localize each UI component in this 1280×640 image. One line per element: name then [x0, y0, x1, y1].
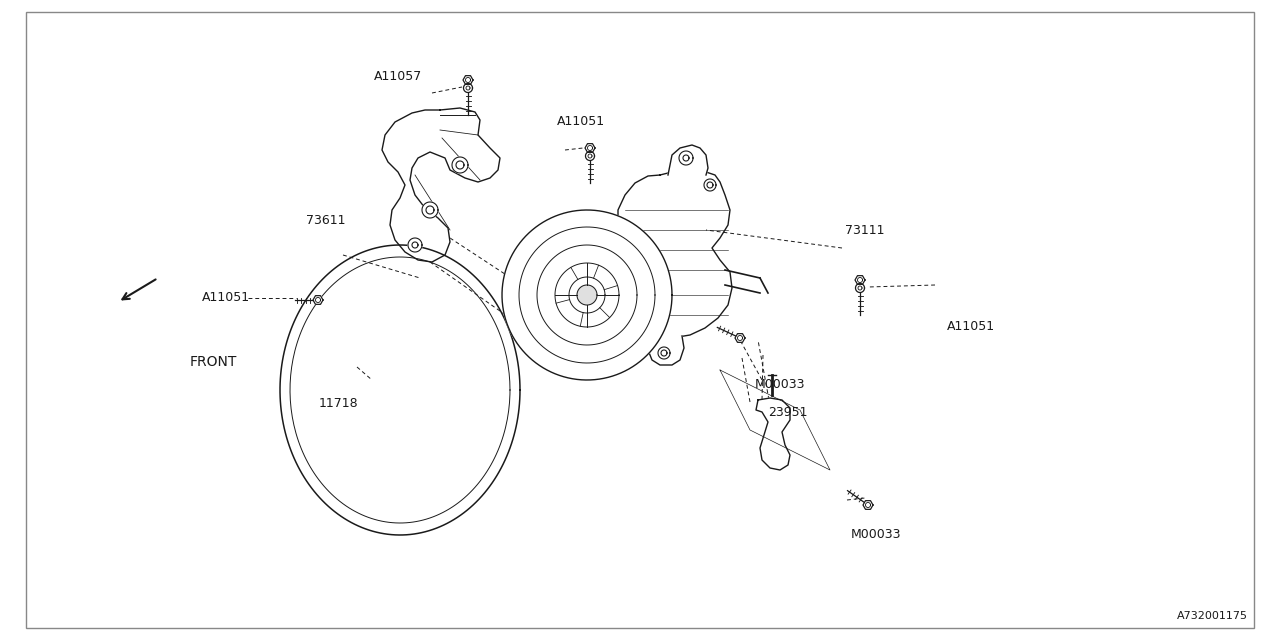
Text: 73111: 73111	[845, 224, 884, 237]
Polygon shape	[756, 398, 790, 470]
Text: 73611: 73611	[306, 214, 346, 227]
Text: M00033: M00033	[851, 528, 901, 541]
Polygon shape	[858, 286, 861, 290]
Polygon shape	[616, 170, 732, 338]
Polygon shape	[463, 83, 472, 93]
Polygon shape	[502, 210, 672, 380]
Polygon shape	[735, 333, 745, 342]
Polygon shape	[645, 335, 684, 365]
Polygon shape	[588, 145, 593, 150]
Polygon shape	[463, 76, 474, 84]
Text: 11718: 11718	[319, 397, 358, 410]
Text: A11051: A11051	[557, 115, 605, 128]
Polygon shape	[855, 284, 864, 292]
Polygon shape	[426, 206, 434, 214]
Polygon shape	[570, 277, 605, 313]
Polygon shape	[684, 155, 689, 161]
Polygon shape	[858, 278, 863, 282]
Polygon shape	[737, 335, 742, 340]
Text: A732001175: A732001175	[1178, 611, 1248, 621]
Polygon shape	[315, 298, 320, 303]
Polygon shape	[408, 238, 422, 252]
Polygon shape	[456, 161, 465, 169]
Polygon shape	[585, 152, 594, 161]
Polygon shape	[660, 350, 667, 356]
Polygon shape	[863, 500, 873, 509]
Polygon shape	[381, 108, 500, 262]
Polygon shape	[585, 143, 595, 152]
Text: M00033: M00033	[755, 378, 805, 390]
Text: 23951: 23951	[768, 406, 808, 419]
Polygon shape	[707, 182, 713, 188]
Text: FRONT: FRONT	[189, 355, 237, 369]
Polygon shape	[518, 227, 655, 363]
Polygon shape	[577, 285, 596, 305]
Polygon shape	[855, 276, 865, 284]
Polygon shape	[314, 296, 323, 305]
Polygon shape	[452, 157, 468, 173]
Polygon shape	[466, 86, 470, 90]
Polygon shape	[412, 242, 419, 248]
Polygon shape	[658, 347, 669, 359]
Polygon shape	[280, 245, 520, 535]
Text: A11057: A11057	[374, 70, 422, 83]
Polygon shape	[865, 502, 870, 508]
Text: A11051: A11051	[947, 320, 996, 333]
Polygon shape	[678, 151, 692, 165]
Polygon shape	[556, 263, 620, 327]
Polygon shape	[704, 179, 716, 191]
Polygon shape	[588, 154, 591, 158]
Text: A11051: A11051	[201, 291, 250, 304]
Polygon shape	[466, 77, 471, 83]
Polygon shape	[422, 202, 438, 218]
Polygon shape	[538, 245, 637, 345]
Polygon shape	[668, 145, 708, 175]
